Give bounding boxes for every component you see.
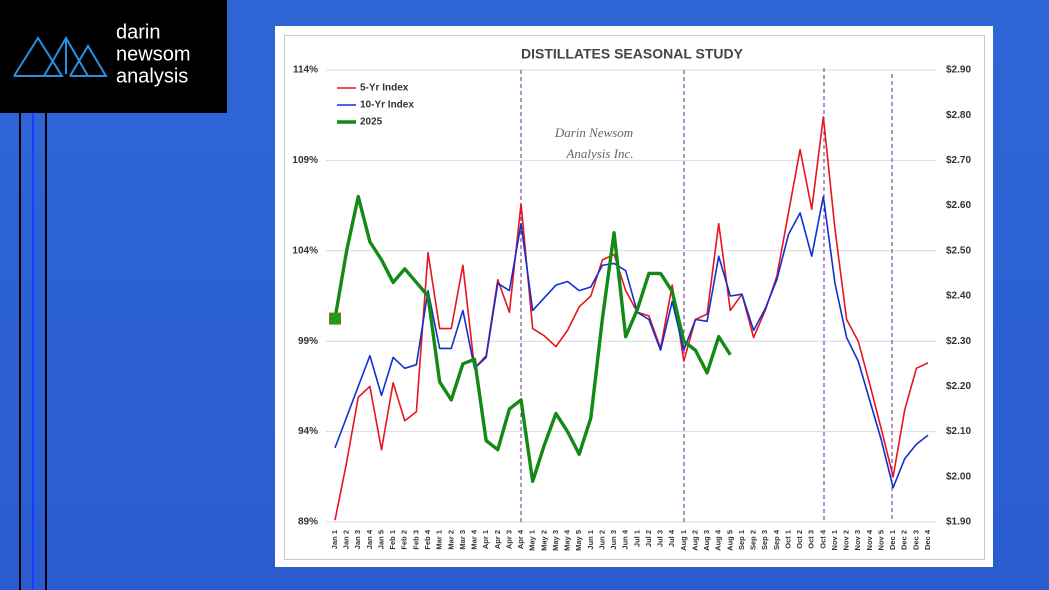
series-line: [334, 116, 929, 521]
x-tick-label: Dec 2: [900, 530, 909, 550]
logo-text: newsom: [116, 43, 190, 65]
x-tick-label: Nov 1: [830, 530, 839, 550]
y-tick-label: 109%: [292, 155, 318, 166]
y-tick-label: 114%: [293, 65, 318, 76]
legend-label: 10-Yr Index: [360, 100, 414, 111]
x-tick-label: Oct 4: [818, 529, 827, 549]
y2-tick-label: $2.50: [946, 245, 971, 256]
legend-label: 2025: [360, 117, 383, 128]
x-tick-label: Mar 2: [446, 530, 455, 550]
x-tick-label: Feb 2: [400, 530, 409, 550]
x-tick-label: Oct 2: [795, 530, 804, 549]
x-tick-label: Mar 3: [458, 530, 467, 550]
x-tick-label: Mar 4: [470, 529, 479, 549]
x-tick-label: Dec 1: [888, 530, 897, 550]
x-tick-label: Jan 4: [365, 529, 374, 549]
y2-tick-label: $2.90: [946, 65, 971, 76]
x-tick-label: Jan 3: [353, 530, 362, 549]
x-tick-label: Dec 4: [923, 529, 932, 550]
legend-label: 5-Yr Index: [360, 83, 409, 94]
x-tick-label: Feb 1: [388, 530, 397, 550]
x-tick-label: May 1: [528, 530, 537, 551]
x-tick-label: Nov 2: [842, 530, 851, 550]
x-tick-label: Aug 2: [690, 530, 699, 551]
x-tick-label: Jul 1: [632, 530, 641, 547]
logo-text: darin: [116, 21, 160, 43]
x-tick-label: Sep 3: [760, 530, 769, 550]
chart-title: DISTILLATES SEASONAL STUDY: [521, 46, 744, 62]
y-tick-label: 94%: [298, 426, 318, 437]
x-tick-label: Jun 1: [586, 530, 595, 550]
watermark: Analysis Inc.: [565, 146, 633, 161]
x-tick-label: Jun 2: [597, 530, 606, 550]
x-tick-label: Jun 3: [609, 530, 618, 550]
x-tick-label: Apr 3: [504, 530, 513, 549]
y2-tick-label: $2.60: [946, 200, 971, 211]
watermark: Darin Newsom: [554, 125, 633, 140]
x-tick-label: Aug 3: [702, 530, 711, 551]
y2-tick-label: $2.20: [946, 381, 971, 392]
x-tick-label: May 3: [551, 530, 560, 551]
y2-tick-label: $1.90: [946, 517, 971, 528]
x-tick-label: May 4: [563, 529, 572, 551]
start-marker: [329, 312, 341, 325]
chart-panel: [275, 26, 993, 567]
y2-tick-label: $2.40: [946, 291, 971, 302]
x-tick-label: Aug 1: [679, 530, 688, 551]
x-tick-label: Aug 4: [714, 529, 723, 551]
x-tick-label: Nov 5: [876, 530, 885, 550]
x-tick-label: Oct 1: [783, 530, 792, 549]
y2-tick-label: $2.30: [946, 336, 971, 347]
x-tick-label: Feb 4: [423, 529, 432, 549]
grid: [326, 69, 936, 523]
x-tick-label: Jan 1: [330, 530, 339, 549]
x-tick-label: Jun 4: [621, 529, 630, 549]
x-tick-label: Apr 2: [493, 530, 502, 549]
logo-text: analysis: [116, 65, 188, 87]
x-tick-label: Jan 5: [376, 530, 385, 549]
x-tick-label: Dec 3: [911, 530, 920, 550]
series-line: [333, 194, 732, 484]
series-line: [334, 195, 929, 489]
y-tick-label: 89%: [298, 517, 318, 528]
x-tick-label: May 5: [574, 530, 583, 551]
y2-tick-label: $2.70: [946, 155, 971, 166]
x-tick-label: Nov 4: [865, 529, 874, 550]
y2-tick-label: $2.80: [946, 110, 971, 121]
x-tick-label: Feb 3: [411, 530, 420, 550]
x-tick-label: Sep 4: [772, 529, 781, 550]
y2-tick-label: $2.00: [946, 471, 971, 482]
x-tick-label: Jan 2: [342, 530, 351, 549]
x-tick-label: May 2: [539, 530, 548, 551]
x-tick-label: Jul 4: [667, 529, 676, 547]
x-tick-label: Apr 1: [481, 530, 490, 549]
x-tick-label: Sep 1: [737, 530, 746, 550]
y-tick-label: 104%: [292, 245, 318, 256]
chart-border: [284, 35, 985, 560]
y2-tick-label: $2.10: [946, 426, 971, 437]
y-tick-label: 99%: [298, 336, 318, 347]
x-tick-label: Sep 2: [749, 530, 758, 550]
logo-mark: [13, 36, 108, 77]
x-tick-label: Jul 3: [656, 530, 665, 547]
x-tick-label: Mar 1: [435, 530, 444, 550]
logo-box: [0, 0, 227, 113]
x-tick-label: Apr 4: [516, 529, 525, 549]
x-tick-label: Nov 3: [853, 530, 862, 550]
x-tick-label: Jul 2: [644, 530, 653, 547]
period-lines: [520, 68, 893, 522]
x-tick-label: Oct 3: [807, 530, 816, 549]
x-tick-label: Aug 5: [725, 530, 734, 551]
